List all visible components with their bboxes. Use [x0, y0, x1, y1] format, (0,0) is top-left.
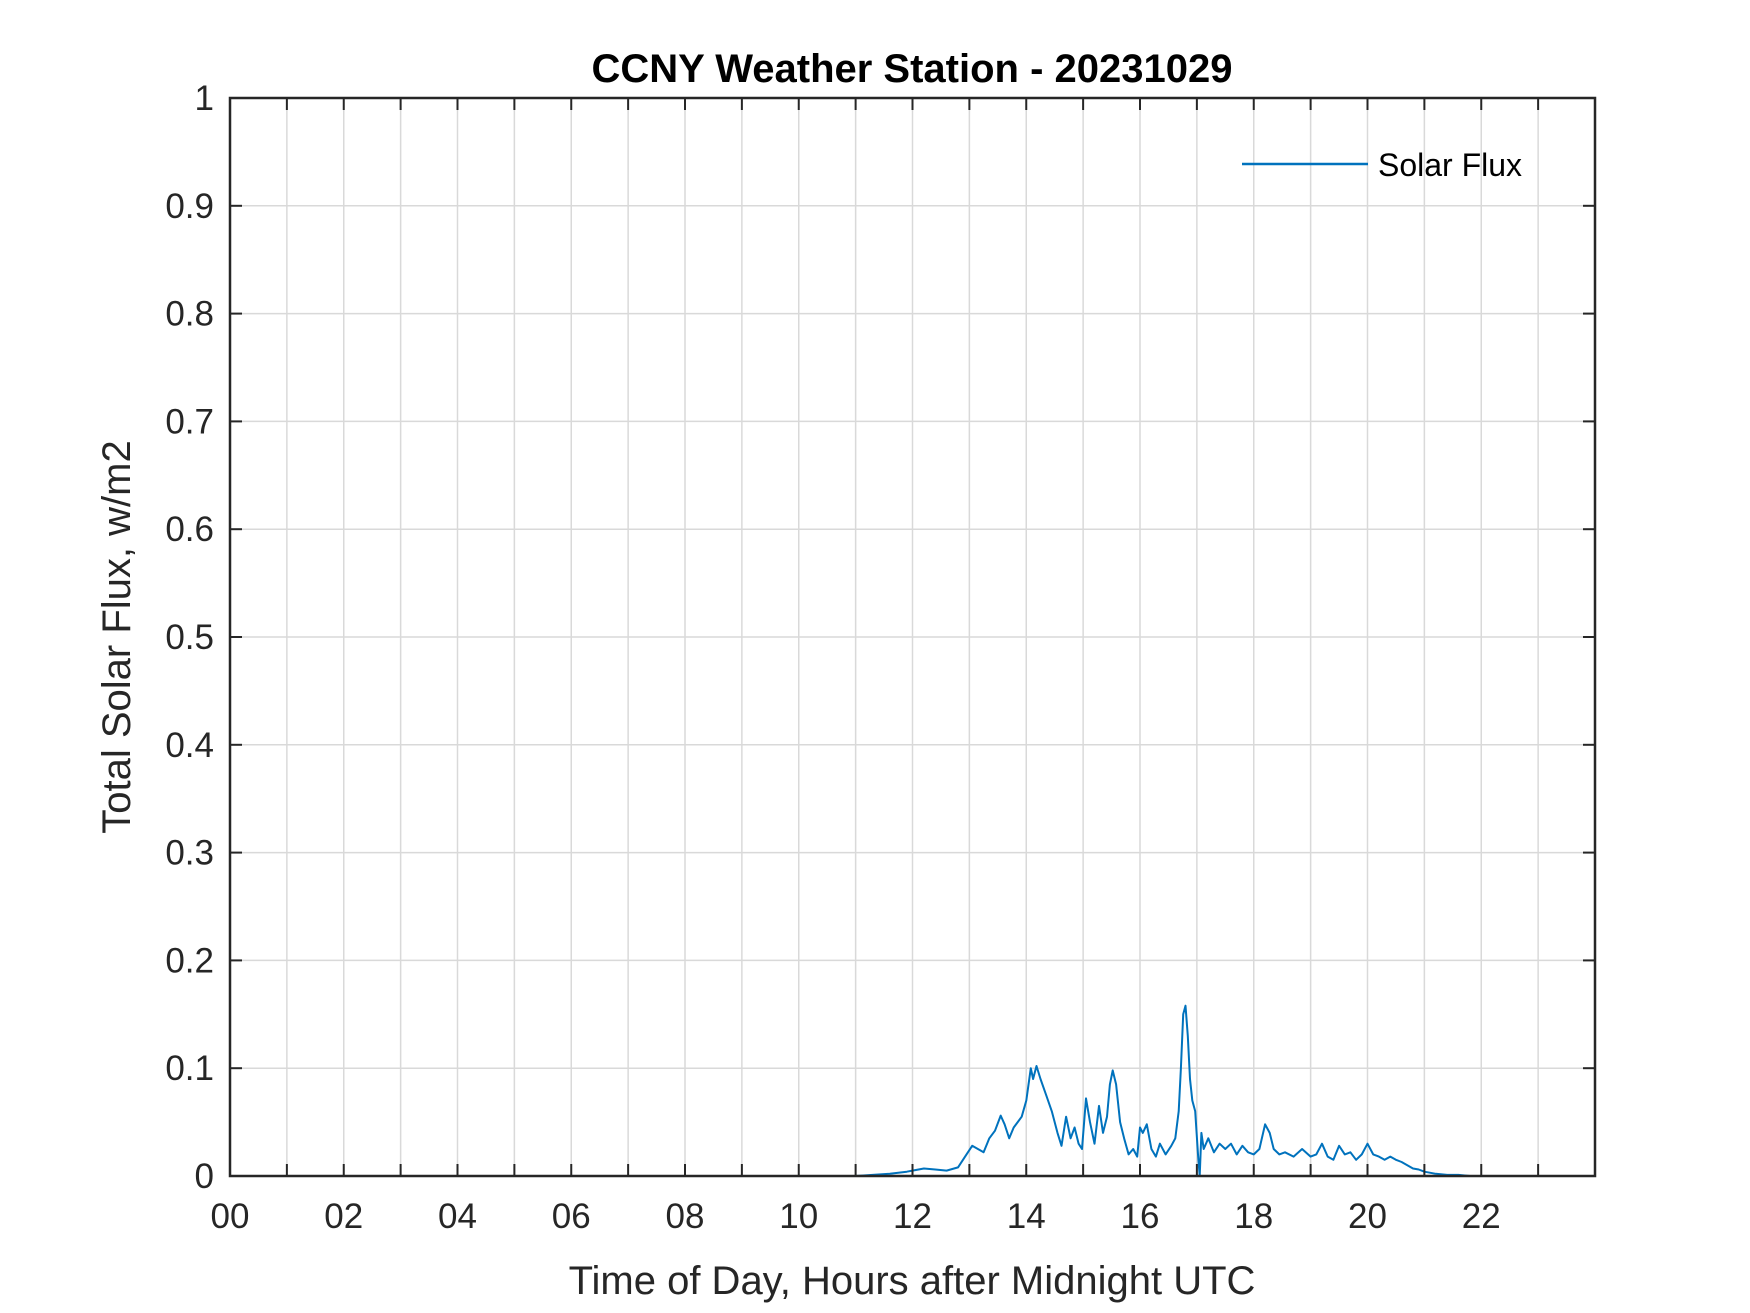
x-tick-label: 10 [779, 1197, 818, 1236]
y-tick-label: 0.9 [165, 187, 214, 226]
y-tick-label: 0.5 [165, 618, 214, 657]
x-tick-label: 02 [324, 1197, 363, 1236]
y-tick-label: 0.4 [165, 726, 214, 765]
x-tick-label: 18 [1234, 1197, 1273, 1236]
legend-label-solar-flux: Solar Flux [1378, 147, 1522, 183]
x-tick-label: 00 [211, 1197, 250, 1236]
x-tick-label: 22 [1462, 1197, 1501, 1236]
x-tick-label: 12 [893, 1197, 932, 1236]
y-tick-label: 0 [195, 1157, 214, 1196]
y-tick-label: 0.1 [165, 1049, 214, 1088]
x-tick-label: 20 [1348, 1197, 1387, 1236]
x-tick-label: 04 [438, 1197, 477, 1236]
x-tick-label: 06 [552, 1197, 591, 1236]
legend: Solar Flux [1242, 147, 1522, 183]
tick-labels: 00 02 04 06 08 10 12 14 16 18 20 22 0 0.1 0.2 0.3 0.4 0.5… [165, 79, 1500, 1236]
chart-title: CCNY Weather Station - 20231029 [592, 47, 1233, 91]
series-line-solar-flux [230, 1004, 1595, 1177]
x-tick-label: 16 [1121, 1197, 1160, 1236]
y-tick-label: 0.8 [165, 295, 214, 334]
y-tick-label: 0.3 [165, 834, 214, 873]
y-tick-label: 0.6 [165, 510, 214, 549]
y-tick-label: 1 [195, 79, 214, 118]
x-axis-label: Time of Day, Hours after Midnight UTC [569, 1259, 1256, 1303]
y-tick-label: 0.7 [165, 402, 214, 441]
y-axis-label: Total Solar Flux, w/m2 [95, 440, 139, 833]
grid [229, 97, 1596, 1177]
ticks [229, 97, 1596, 1177]
y-tick-label: 0.2 [165, 941, 214, 980]
series-layer [230, 1004, 1595, 1177]
x-tick-label: 14 [1007, 1197, 1046, 1236]
x-tick-label: 08 [666, 1197, 705, 1236]
